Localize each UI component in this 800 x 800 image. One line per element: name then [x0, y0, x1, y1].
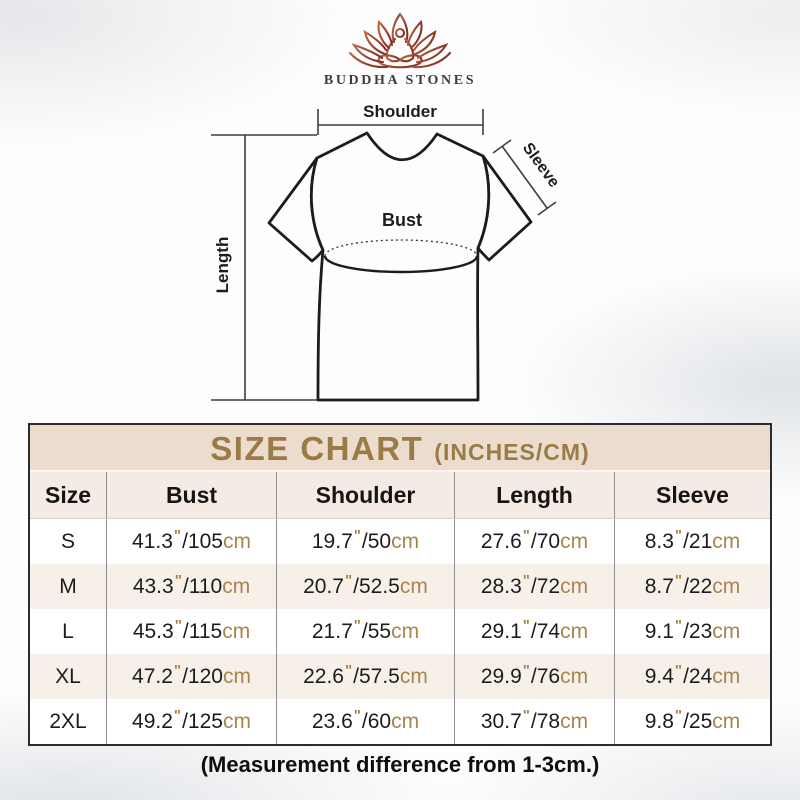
table-row: XL 47.2 "/120 cm 22.6 "/57.5 cm 29.9 "/76 cm 9.4 " /…: [30, 654, 770, 699]
length-label: Length: [213, 237, 232, 294]
column-header-length: Length: [454, 472, 614, 518]
cell-length: 27.6 "/70 cm: [454, 519, 614, 564]
column-header-shoulder: Shoulder: [276, 472, 454, 518]
bust-ellipse: [323, 239, 479, 274]
cell-length: 30.7 "/78 cm: [454, 699, 614, 744]
size-chart-subtitle: (INCHES/CM): [434, 439, 590, 465]
cell-size: M: [59, 574, 77, 598]
table-row: S 41.3 "/105 cm 19.7 "/50 cm 27.6 "/70 cm 8.3 "/21 c…: [30, 519, 770, 564]
cell-sleeve: 9.4 "/24 cm: [614, 654, 770, 699]
table-header-row: Size Bust Shoulder Length Sleeve: [30, 472, 770, 519]
cell-sleeve: 9.1 "/23 cm: [614, 609, 770, 654]
size-chart-title: SIZE CHART: [210, 430, 424, 467]
cell-shoulder: 23.6 "/60 cm: [276, 699, 454, 744]
bust-label: Bust: [382, 210, 422, 230]
cell-size: 2XL: [49, 709, 87, 733]
table-body: S 41.3 "/105 cm 19.7 "/50 cm 27.6 "/70 cm 8.3 "/21 c…: [30, 519, 770, 744]
cell-length: 29.9 "/76 cm: [454, 654, 614, 699]
sleeve-measure-line: [501, 145, 548, 209]
cell-size: L: [62, 619, 74, 643]
cell-length: 29.1 "/74 cm: [454, 609, 614, 654]
cell-size: S: [60, 529, 75, 553]
cell-shoulder: 22.6 "/57.5 cm: [276, 654, 454, 699]
cell-bust: 43.3 "/110 cm: [106, 564, 276, 609]
table-row: M 43.3 "/110 cm 20.7 "/52.5 cm 28.3 "/72 cm 8.7 "/2…: [30, 564, 770, 609]
cell-sleeve: 9.8 "/25 cm: [614, 699, 770, 744]
cell-bust: 45.3 "/115 cm: [106, 609, 276, 654]
cell-bust: 41.3 "/105 cm: [106, 519, 276, 564]
size-chart-title-band: SIZE CHART (INCHES/CM): [30, 425, 770, 472]
lotus-logo-icon: [348, 12, 452, 69]
column-header-sleeve: Sleeve: [614, 472, 770, 518]
measurement-lines: [211, 109, 557, 401]
table-row: L 45.3 "/115 cm 21.7 "/55 cm 29.1 "/74 cm 9.1 "/23 c…: [30, 609, 770, 654]
cell-shoulder: 20.7 "/52.5 cm: [276, 564, 454, 609]
cell-bust: 49.2 "/125 cm: [106, 699, 276, 744]
cell-sleeve: 8.3 "/21 cm: [614, 519, 770, 564]
tshirt-outline: [267, 131, 533, 402]
cell-sleeve: 8.7 "/22 cm: [614, 564, 770, 609]
table-row: 2XL 49.2 "/125 cm 23.6 "/60 cm 30.7 "/78 cm 9.8 "/2…: [30, 699, 770, 744]
cell-bust: 47.2 "/120 cm: [106, 654, 276, 699]
column-header-size: Size: [44, 481, 92, 508]
column-header-bust: Bust: [106, 472, 276, 518]
size-chart-table: SIZE CHART (INCHES/CM) Size Bust Shoulde…: [28, 423, 772, 746]
cell-shoulder: 21.7 "/55 cm: [276, 609, 454, 654]
cell-length: 28.3 "/72 cm: [454, 564, 614, 609]
cell-size: XL: [55, 664, 81, 688]
brand-name: BUDDHA STONES: [323, 73, 477, 88]
measurement-note: (Measurement difference from 1-3cm.): [200, 752, 600, 777]
shoulder-label: Shoulder: [363, 102, 437, 121]
tshirt-measurement-diagram: Shoulder Bust Length Sleeve: [195, 98, 605, 420]
sleeve-label: Sleeve: [519, 140, 563, 191]
cell-shoulder: 19.7 "/50 cm: [276, 519, 454, 564]
brand-header: BUDDHA STONES: [0, 12, 800, 89]
